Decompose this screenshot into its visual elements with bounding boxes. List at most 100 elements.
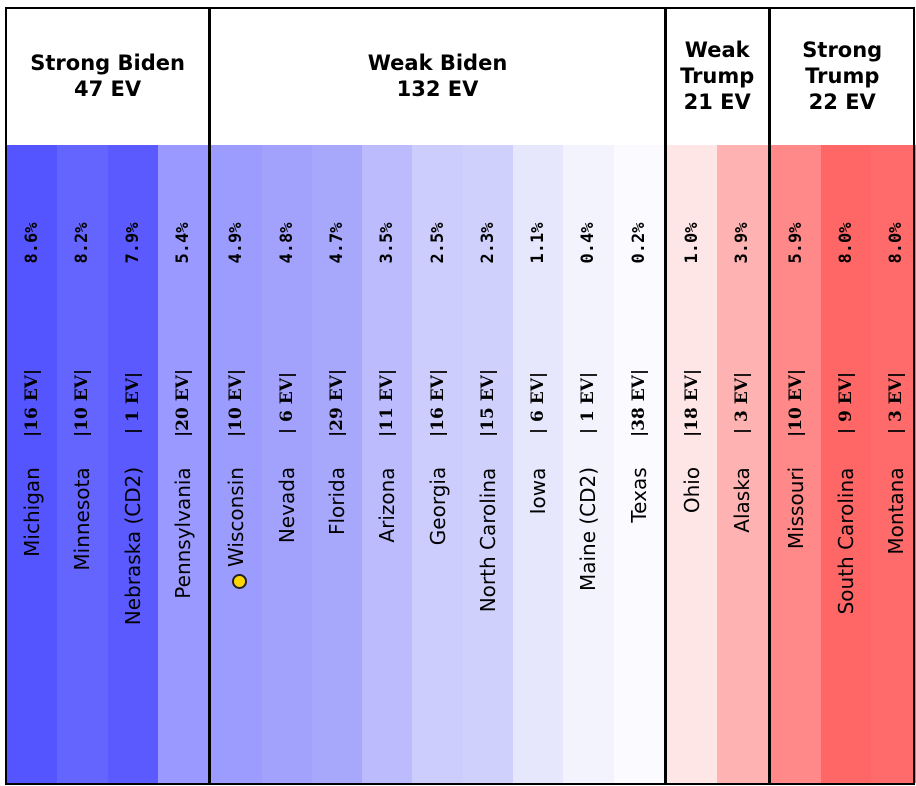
state-name: Maine (CD2): [576, 466, 601, 592]
state-name-group: Alaska: [730, 467, 754, 532]
electoral-votes-label: | 1 EV|: [122, 371, 143, 435]
state-name: North Carolina: [475, 467, 500, 612]
electoral-votes-label: | 3 EV|: [732, 371, 753, 435]
state-name: Alaska: [730, 466, 755, 533]
divider-line: [5, 7, 915, 9]
electoral-votes-label: |10 EV|: [226, 368, 247, 438]
margin-label: 4.7%: [326, 222, 347, 264]
divider-line: [5, 7, 7, 785]
state-name-group: South Carolina: [834, 467, 858, 614]
state-name-group: Michigan: [20, 467, 44, 557]
state-column: [666, 145, 718, 783]
state-name: Georgia: [425, 466, 450, 546]
divider-line: [767, 7, 771, 785]
margin-label: 1.1%: [528, 222, 549, 264]
state-name-group: North Carolina: [476, 467, 500, 612]
margin-label: 8.6%: [22, 222, 43, 264]
state-column: [7, 145, 58, 783]
divider-line: [663, 7, 667, 785]
state-name-group: Missouri: [784, 467, 808, 549]
state-name-group: Arizona: [375, 467, 399, 542]
state-name: Florida: [324, 466, 349, 536]
state-name-group: Texas: [627, 467, 651, 522]
state-name: Ohio: [680, 466, 705, 514]
state-column: [613, 145, 665, 783]
electoral-votes-label: | 1 EV|: [578, 371, 599, 435]
state-column: [462, 145, 514, 783]
state-name-group: Minnesota: [70, 467, 94, 570]
margin-label: 8.0%: [886, 222, 907, 264]
margin-label: 5.4%: [173, 222, 194, 264]
state-name-group: Wisconsin: [224, 467, 248, 589]
state-column: [412, 145, 464, 783]
margin-label: 4.8%: [276, 222, 297, 264]
state-column: [211, 145, 262, 783]
state-column: [563, 145, 615, 783]
state-column: [770, 145, 822, 783]
state-name: Arizona: [375, 466, 400, 543]
state-name: South Carolina: [833, 467, 858, 614]
divider-line: [5, 783, 915, 785]
tipping-point-marker-icon: [232, 573, 248, 589]
electoral-votes-label: |18 EV|: [682, 368, 703, 438]
margin-label: 3.5%: [377, 222, 398, 264]
margin-label: 8.2%: [72, 222, 93, 264]
state-name-group: Georgia: [426, 467, 450, 545]
state-column: [513, 145, 564, 783]
margin-label: 0.4%: [578, 222, 599, 264]
state-name: Nevada: [274, 466, 299, 544]
group-header: Strong Trump 22 EV: [802, 38, 883, 114]
electoral-votes-label: | 6 EV|: [528, 371, 549, 435]
margin-label: 7.9%: [122, 222, 143, 264]
state-name: Wisconsin: [224, 467, 249, 567]
state-column: [871, 145, 916, 783]
state-name-group: Florida: [325, 467, 349, 535]
state-name: Pennsylvania: [171, 466, 196, 599]
state-name: Missouri: [783, 466, 808, 550]
divider-line: [208, 7, 212, 785]
margin-label: 1.0%: [682, 222, 703, 264]
electoral-votes-label: |38 EV|: [628, 368, 649, 438]
state-column: [311, 145, 363, 783]
margin-label: 5.9%: [785, 222, 806, 264]
state-name-group: Maine (CD2): [576, 467, 600, 591]
state-column: [107, 145, 159, 783]
state-name: Nebraska (CD2): [120, 466, 145, 626]
state-name-group: Pennsylvania: [171, 467, 195, 598]
electoral-votes-label: |29 EV|: [326, 368, 347, 438]
state-name-group: Nebraska (CD2): [121, 467, 145, 625]
state-column: [717, 145, 768, 783]
state-name-group: Iowa: [526, 467, 550, 514]
state-name: Iowa: [526, 467, 551, 514]
state-column: [362, 145, 413, 783]
state-name-group: Nevada: [275, 467, 299, 543]
state-name: Minnesota: [70, 466, 95, 571]
state-name: Texas: [626, 466, 651, 523]
margin-label: 3.9%: [732, 222, 753, 264]
electoral-votes-label: |11 EV|: [377, 368, 398, 438]
state-name-group: Montana: [884, 467, 908, 554]
state-column: [820, 145, 872, 783]
group-header: Weak Biden 132 EV: [367, 51, 508, 101]
state-name: Montana: [884, 466, 909, 555]
electoral-votes-label: |16 EV|: [22, 368, 43, 438]
state-name: Michigan: [20, 467, 45, 557]
margin-label: 4.9%: [226, 222, 247, 264]
state-column: [157, 145, 209, 783]
margin-label: 8.0%: [835, 222, 856, 264]
electoral-votes-label: | 3 EV|: [886, 371, 907, 435]
electoral-votes-label: | 6 EV|: [276, 371, 297, 435]
margin-label: 2.5%: [427, 222, 448, 264]
electoral-votes-label: |15 EV|: [477, 368, 498, 438]
electoral-votes-label: |10 EV|: [72, 368, 93, 438]
margin-label: 0.2%: [628, 222, 649, 264]
group-header: Strong Biden 47 EV: [30, 51, 185, 101]
state-column: [261, 145, 313, 783]
electoral-votes-label: |20 EV|: [173, 368, 194, 438]
state-name-group: Ohio: [680, 467, 704, 513]
divider-line: [913, 7, 915, 785]
electoral-votes-label: |16 EV|: [427, 368, 448, 438]
state-column: [57, 145, 109, 783]
electoral-votes-label: |10 EV|: [785, 368, 806, 438]
